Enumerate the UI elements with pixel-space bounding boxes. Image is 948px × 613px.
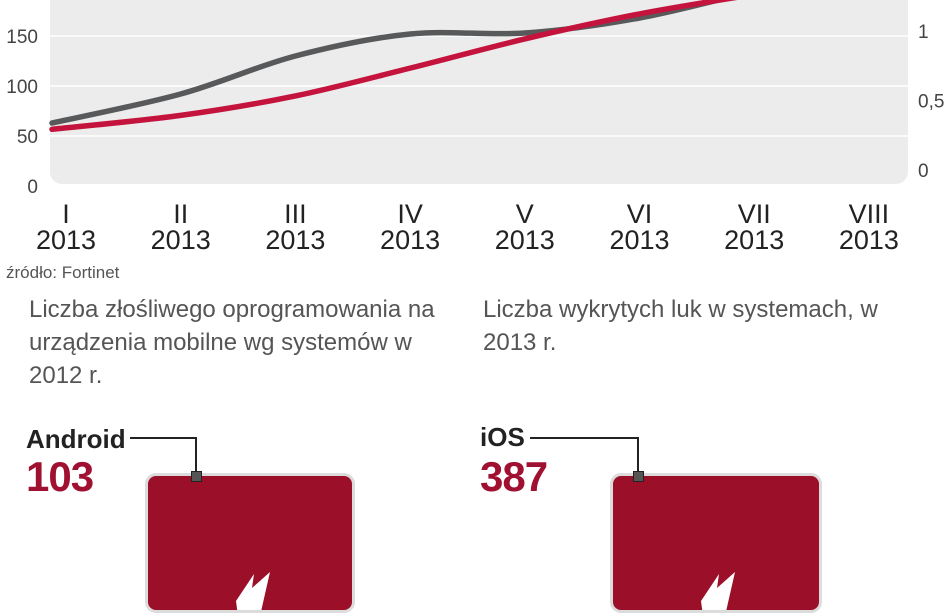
x-tick-month: V xyxy=(516,199,534,229)
source-note: źródło: Fortinet xyxy=(6,263,120,282)
series-lines xyxy=(49,0,738,133)
y-right-tick-label: 0,5 xyxy=(918,92,944,113)
android-leader-v xyxy=(195,437,197,473)
plot-background xyxy=(50,0,908,184)
ios-leader-v xyxy=(637,437,639,473)
y-left-tick-label: 100 xyxy=(6,77,38,98)
series-line-1 xyxy=(49,0,730,126)
ios-value: 387 xyxy=(480,453,548,500)
y-right-tick-label: 0 xyxy=(918,161,929,182)
x-tick-year: 2013 xyxy=(724,225,784,255)
y-left-tick-label: 0 xyxy=(27,177,38,198)
caption-malware: Liczba złośliwego oprogramowania na urzą… xyxy=(29,296,435,389)
x-tick-month: VI xyxy=(627,199,653,229)
series-line-2 xyxy=(49,0,738,133)
x-tick-year: 2013 xyxy=(495,225,555,255)
x-tick-month: IV xyxy=(397,199,423,229)
x-tick-year: 2013 xyxy=(36,225,96,255)
ios-label: iOS xyxy=(480,422,525,452)
android-marker xyxy=(191,471,202,482)
x-axis: I2013II2013III2013IV2013V2013VI2013VII20… xyxy=(36,199,899,255)
x-tick-year: 2013 xyxy=(265,225,325,255)
malware-bolt-icon xyxy=(236,572,270,610)
x-tick-year: 2013 xyxy=(839,225,899,255)
android-phone xyxy=(145,473,355,613)
y-axis-right: 00,51 xyxy=(918,22,944,182)
ios-leader-h xyxy=(530,437,638,439)
x-tick-month: VIII xyxy=(849,199,890,229)
android-label: Android xyxy=(26,424,126,454)
y-left-tick-label: 150 xyxy=(6,27,38,48)
android-leader-h xyxy=(130,437,196,439)
x-tick-month: I xyxy=(62,199,70,229)
x-tick-month: III xyxy=(284,199,307,229)
vulnerability-bolt-icon xyxy=(701,572,735,610)
x-tick-month: VII xyxy=(738,199,771,229)
y-left-tick-label: 50 xyxy=(17,127,38,148)
x-tick-year: 2013 xyxy=(609,225,669,255)
x-tick-year: 2013 xyxy=(380,225,440,255)
y-axis-left: 0 50 100 150 xyxy=(6,27,38,198)
x-tick-month: II xyxy=(173,199,188,229)
android-value: 103 xyxy=(26,453,94,500)
ios-phone xyxy=(610,473,822,613)
caption-vulnerabilities: Liczba wykrytych luk w systemach, w 2013… xyxy=(483,296,878,356)
y-right-tick-label: 1 xyxy=(918,22,929,43)
ios-marker xyxy=(633,471,644,482)
x-tick-year: 2013 xyxy=(151,225,211,255)
